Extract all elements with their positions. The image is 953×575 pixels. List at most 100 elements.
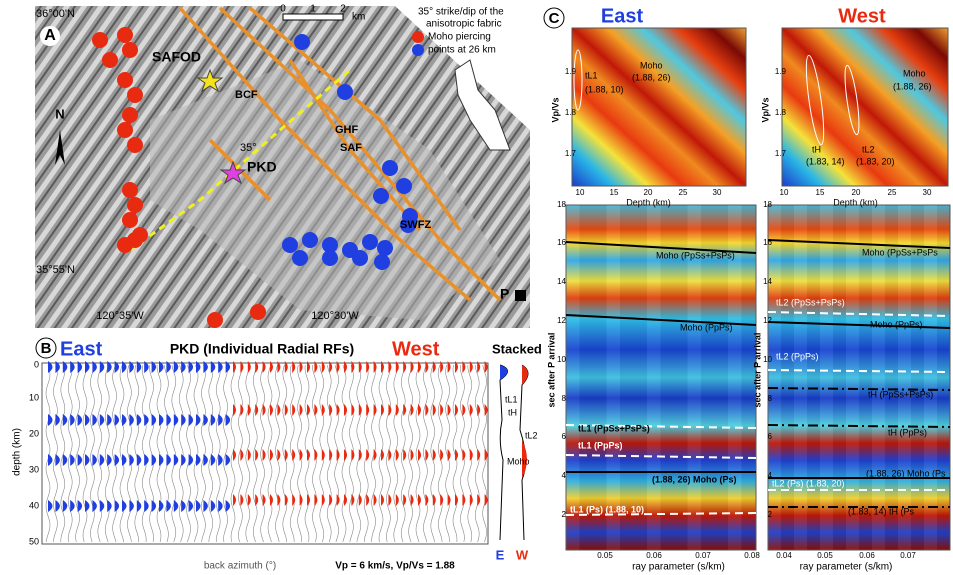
label: (1.88, 26) Moho (Ps bbox=[866, 468, 946, 478]
column-shade bbox=[593, 205, 607, 550]
moho-dot bbox=[250, 304, 266, 320]
moho-dot bbox=[362, 234, 378, 250]
label: Moho (PpPs) bbox=[870, 319, 923, 329]
label: sec after P arrival bbox=[546, 333, 556, 408]
label: tL2 (PpSs+PsPs) bbox=[776, 297, 845, 307]
moho-dot bbox=[374, 254, 390, 270]
label: A bbox=[44, 27, 56, 44]
label: ray parameter (s/km) bbox=[800, 562, 893, 573]
figure: A36°00'N35°55'N120°35'W120°30'W012km35° … bbox=[0, 0, 953, 575]
tick-label: 8 bbox=[562, 394, 567, 403]
label: 120°35'W bbox=[96, 310, 144, 322]
label: PKD (Individual Radial RFs) bbox=[170, 341, 354, 357]
moho-dot bbox=[302, 232, 318, 248]
label: tL2 (Ps) (1.83, 20) bbox=[772, 478, 845, 488]
tick-label: 12 bbox=[763, 316, 772, 325]
place-label: GHF bbox=[335, 124, 359, 136]
label: tL2 bbox=[525, 430, 538, 440]
label: 2 bbox=[340, 4, 346, 15]
tick-label: 1.8 bbox=[565, 108, 577, 117]
tick-label: 2 bbox=[768, 510, 773, 519]
label: (1.88, 26) Moho (Ps) bbox=[652, 474, 737, 484]
tick-label: 10 bbox=[29, 392, 39, 402]
label: tH (PpSs+PsPs) bbox=[868, 389, 933, 399]
tick-label: 0.08 bbox=[744, 551, 760, 560]
moho-dot bbox=[322, 250, 338, 266]
tick-label: 40 bbox=[29, 500, 39, 510]
tick-label: 6 bbox=[768, 432, 773, 441]
column-shade bbox=[833, 205, 846, 550]
tick-label: 0.06 bbox=[646, 551, 662, 560]
tick-label: 15 bbox=[610, 188, 619, 197]
label: E bbox=[496, 547, 505, 562]
label: tH bbox=[508, 407, 517, 417]
label: 35° strike/dip of the bbox=[418, 7, 504, 18]
label: 35°55'N bbox=[36, 264, 75, 276]
label: (1.88, 26) bbox=[632, 72, 671, 82]
tick-label: 16 bbox=[763, 238, 772, 247]
label: Vp/Vs bbox=[550, 97, 560, 122]
moho-dot bbox=[127, 87, 143, 103]
tick-label: 0.07 bbox=[900, 551, 916, 560]
label: 120°30'W bbox=[311, 310, 359, 322]
tick-label: 0.07 bbox=[695, 551, 711, 560]
moho-dot bbox=[292, 250, 308, 266]
label: 0 bbox=[280, 4, 286, 15]
label: B bbox=[41, 340, 52, 357]
moho-dot bbox=[117, 72, 133, 88]
tick-label: 16 bbox=[557, 238, 566, 247]
label: Moho (PpSs+PsPs) bbox=[656, 250, 735, 260]
place-label: BCF bbox=[235, 89, 258, 101]
label: P bbox=[500, 286, 509, 302]
label: Moho (PpPs) bbox=[680, 322, 733, 332]
tick-label: 1.9 bbox=[775, 67, 787, 76]
label: Moho piercing bbox=[428, 32, 491, 43]
tick-label: 2 bbox=[562, 510, 567, 519]
moho-dot bbox=[117, 27, 133, 43]
tick-label: 20 bbox=[29, 428, 39, 438]
label: sec after P arrival bbox=[752, 333, 762, 408]
label: Moho (PpSs+PsPs bbox=[862, 247, 938, 257]
tick-label: 0.06 bbox=[859, 551, 875, 560]
label: back azimuth (°) bbox=[204, 561, 276, 572]
label: Vp/Vs bbox=[760, 97, 770, 122]
label: Depth (km) bbox=[626, 197, 671, 207]
tick-label: 30 bbox=[713, 188, 722, 197]
column-shade bbox=[768, 205, 781, 550]
moho-dot bbox=[396, 178, 412, 194]
moho-dot bbox=[102, 52, 118, 68]
label: 36°00'N bbox=[36, 8, 75, 20]
moho-dot bbox=[337, 84, 353, 100]
label: tL1 (PpSs+PsPs) bbox=[578, 423, 650, 433]
moho-dot bbox=[352, 250, 368, 266]
label: tH (PpPs) bbox=[888, 427, 927, 437]
label: anisotropic fabric bbox=[426, 19, 502, 30]
column-shade bbox=[566, 205, 580, 550]
label: Depth (km) bbox=[833, 197, 878, 207]
tick-label: 10 bbox=[576, 188, 585, 197]
label: Vp = 6 km/s, Vp/Vs = 1.88 bbox=[335, 561, 455, 572]
label: tL1 (Ps) (1.88, 10) bbox=[570, 504, 644, 514]
tick-label: 4 bbox=[562, 471, 567, 480]
tick-label: 25 bbox=[888, 188, 897, 197]
label: depth (km) bbox=[12, 428, 23, 476]
tick-label: 10 bbox=[780, 188, 789, 197]
moho-dot bbox=[127, 197, 143, 213]
moho-dot bbox=[92, 32, 108, 48]
legend-dot bbox=[412, 31, 424, 43]
label: tL1 bbox=[585, 70, 598, 80]
label: points at 26 km bbox=[428, 45, 496, 56]
column-shade bbox=[634, 205, 648, 550]
tick-label: 30 bbox=[29, 464, 39, 474]
tick-label: 50 bbox=[29, 536, 39, 546]
tick-label: 14 bbox=[763, 277, 772, 286]
label: (1.88, 10) bbox=[585, 84, 624, 94]
tick-label: 1.7 bbox=[775, 149, 787, 158]
label: Moho bbox=[640, 60, 663, 70]
tick-label: 0.05 bbox=[597, 551, 613, 560]
column-shade bbox=[846, 205, 859, 550]
label: 1 bbox=[310, 4, 316, 15]
tick-label: 10 bbox=[557, 355, 566, 364]
tick-label: 0.05 bbox=[817, 551, 833, 560]
moho-dot bbox=[122, 42, 138, 58]
